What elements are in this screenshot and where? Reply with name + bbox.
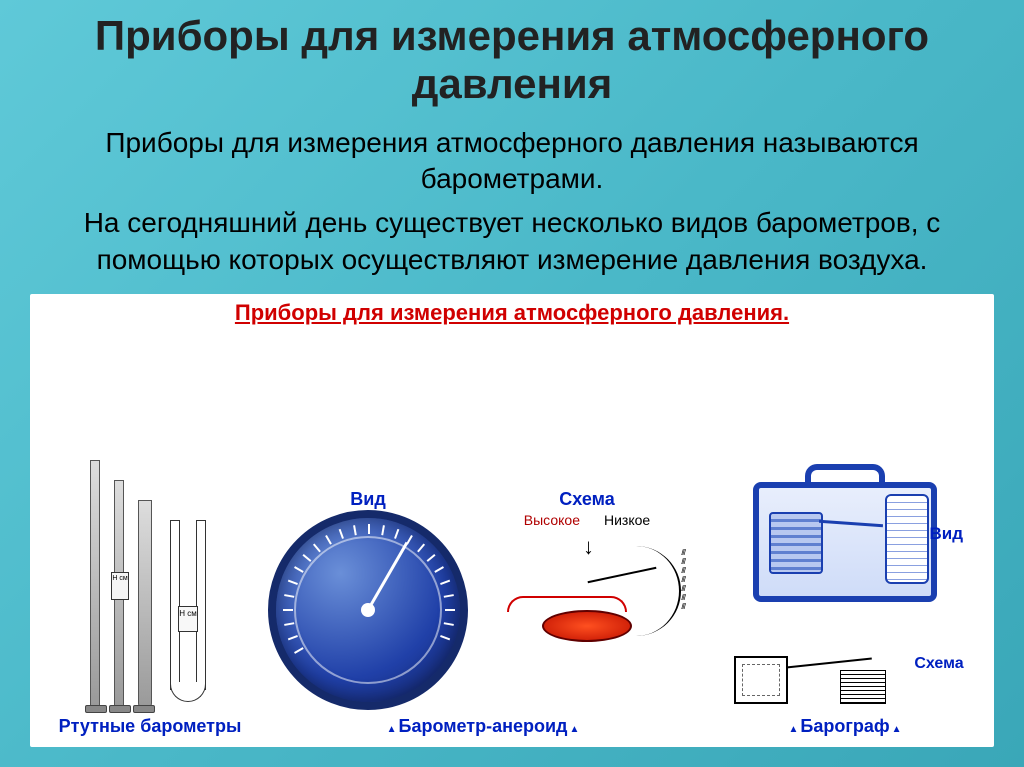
aneroid-capsule [542,610,632,642]
figure-row: Н см Н см Ртутные барометры [40,332,984,737]
subtitle-bold: барометрами. [421,163,604,194]
high-pressure-label: Высокое [524,512,580,528]
slide: Приборы для измерения атмосферного давле… [0,0,1024,767]
aneroid-schema: ↓ ///////////////////// [487,530,687,660]
figure-title: Приборы для измерения атмосферного давле… [40,300,984,326]
subtitle-block: Приборы для измерения атмосферного давле… [0,117,1024,202]
aneroid-schema-label: Схема [559,489,614,510]
u-tube-barometer: Н см [166,520,210,710]
pressure-labels: Высокое Низкое [524,512,650,528]
barograph-column: Вид Схема Барограф [706,332,984,737]
aneroid-gauge [268,510,468,710]
barograph-device: Вид [735,464,955,614]
description-text: На сегодняшний день существует несколько… [0,201,1024,288]
instruments-figure: Приборы для измерения атмосферного давле… [30,294,994,747]
pressure-arrow-icon: ↓ [583,534,594,560]
mercury-barometer-1 [90,460,100,710]
aneroid-view-label: Вид [350,489,386,510]
barograph-schema [726,620,906,710]
subtitle-text: Приборы для измерения атмосферного давле… [105,127,918,158]
barograph-caption: Барограф [788,716,901,737]
low-pressure-label: Низкое [604,512,650,528]
mercury-barometers-column: Н см Н см Ртутные барометры [40,332,260,737]
aneroid-column: Вид Схема Высокое Низкое [268,332,698,737]
mercury-group: Н см Н см [90,450,210,710]
mercury-barometer-3 [138,500,152,710]
scale-label: Н см [111,572,129,600]
barograph-schema-label: Схема [914,655,963,673]
slide-title: Приборы для измерения атмосферного давле… [0,0,1024,117]
barograph-view-label: Вид [929,524,963,544]
mercury-caption: Ртутные барометры [59,716,242,737]
aneroid-caption: Барометр-анероид [387,716,580,737]
mercury-barometer-2: Н см [114,480,124,710]
u-scale-label: Н см [178,606,198,632]
